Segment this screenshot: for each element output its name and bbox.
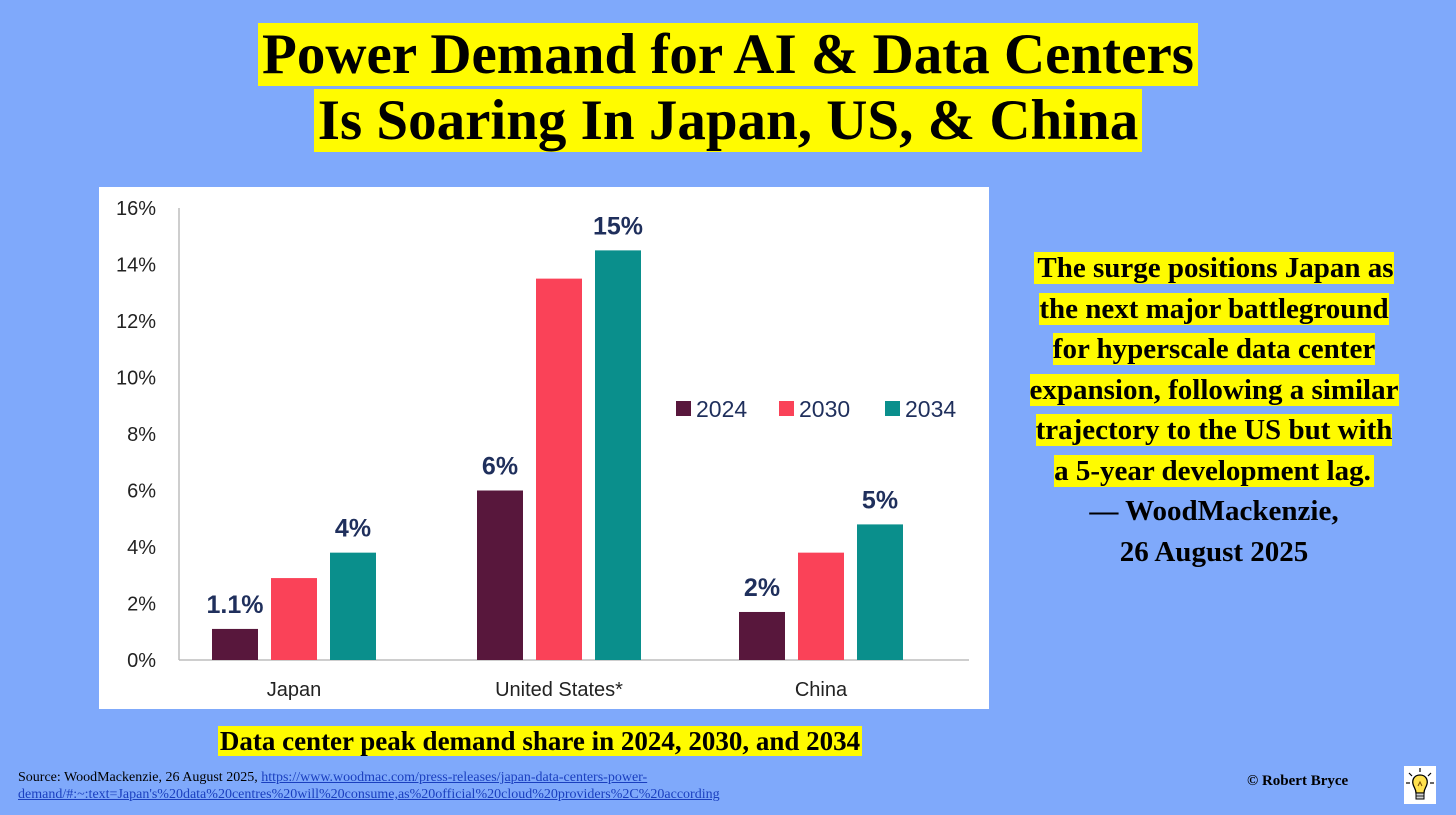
legend-label: 2034 [905, 396, 956, 422]
bar-china-2024 [739, 611, 785, 660]
bar-china-2030 [798, 552, 844, 660]
bar-japan-2034 [330, 552, 376, 660]
bar-japan-2030 [271, 578, 317, 660]
source-link[interactable]: https://www.woodmac.com/press-releases/j… [18, 770, 720, 802]
quote-block: The surge positions Japan as the next ma… [1026, 248, 1402, 572]
data-label: 2% [744, 574, 780, 602]
lightbulb-icon [1404, 766, 1436, 804]
bar-japan-2024 [212, 628, 258, 660]
chart-caption: Data center peak demand share in 2024, 2… [0, 724, 1080, 758]
title-line-2: Is Soaring In Japan, US, & China [313, 89, 1143, 152]
legend-swatch-2024 [676, 401, 691, 416]
data-label: 15% [593, 212, 643, 240]
bar-united-states-2024 [477, 490, 523, 660]
x-category-label: China [795, 679, 848, 701]
bar-united-states-2034 [595, 250, 641, 660]
bar-china-2034 [857, 524, 903, 660]
chart-panel: 0% 2% 4% 6% 8% 10% 12% 14% 16% Japan United States… [99, 187, 989, 709]
source-note: Source: WoodMackenzie, 26 August 2025, h… [18, 769, 1018, 803]
bar-united-states-2030 [536, 278, 582, 660]
quote-attribution-line-2: 26 August 2025 [1119, 535, 1309, 568]
y-tick-label: 0% [127, 650, 156, 672]
bar-chart: 0% 2% 4% 6% 8% 10% 12% 14% 16% Japan United States… [116, 198, 969, 701]
page-title: Power Demand for AI & Data Centers Is So… [0, 22, 1456, 154]
quote-text: The surge positions Japan as the next ma… [1029, 252, 1399, 487]
source-prefix: Source: WoodMackenzie, 26 August 2025, [18, 770, 262, 785]
y-tick-label: 12% [116, 311, 156, 333]
chart-caption-text: Data center peak demand share in 2024, 2… [217, 726, 863, 756]
data-label: 1.1% [207, 591, 264, 619]
y-tick-label: 14% [116, 255, 156, 277]
data-label: 5% [862, 486, 898, 514]
y-tick-label: 4% [127, 537, 156, 559]
y-tick-label: 2% [127, 594, 156, 616]
y-tick-label: 6% [127, 481, 156, 503]
x-category-label: United States* [495, 679, 623, 701]
legend-swatch-2030 [779, 401, 794, 416]
y-tick-label: 10% [116, 368, 156, 390]
title-line-1: Power Demand for AI & Data Centers [258, 23, 1198, 86]
data-label: 4% [335, 515, 371, 543]
quote-attribution-line-1: — WoodMackenzie, [1089, 495, 1339, 527]
legend-label: 2030 [799, 396, 850, 422]
x-category-label: Japan [267, 679, 322, 701]
legend-swatch-2034 [885, 401, 900, 416]
data-label: 6% [482, 453, 518, 481]
y-tick-label: 16% [116, 198, 156, 220]
legend-label: 2024 [696, 396, 747, 422]
copyright: © Robert Bryce [1247, 773, 1349, 789]
y-tick-label: 8% [127, 424, 156, 446]
